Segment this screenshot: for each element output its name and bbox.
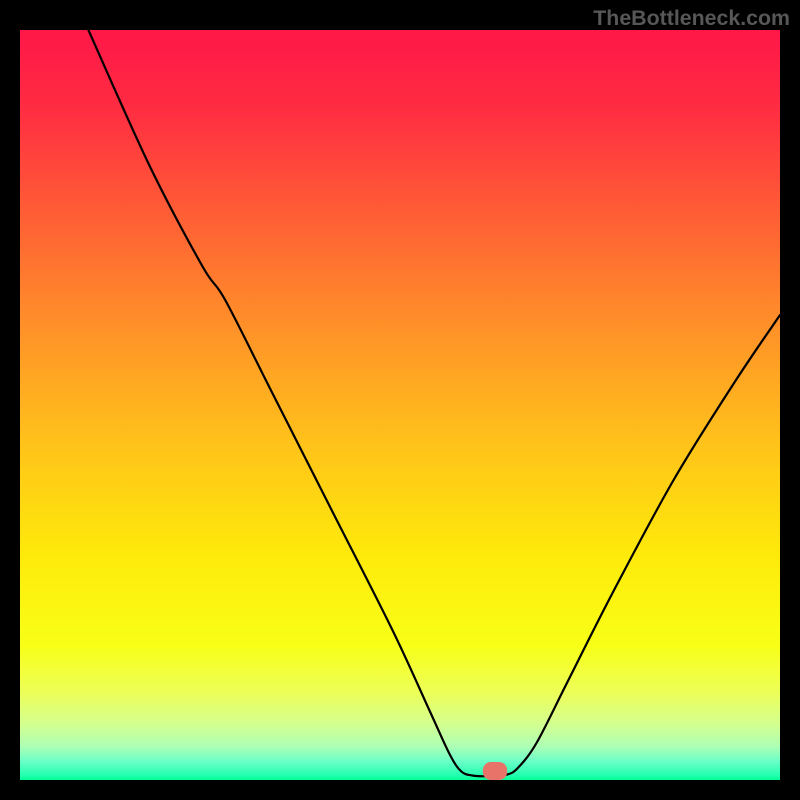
plot-area	[20, 30, 780, 780]
gradient-background	[20, 30, 780, 780]
optimal-point-marker	[483, 762, 507, 780]
watermark-text: TheBottleneck.com	[593, 6, 790, 31]
bottleneck-curve-chart	[20, 30, 780, 780]
chart-frame: TheBottleneck.com	[0, 0, 800, 800]
